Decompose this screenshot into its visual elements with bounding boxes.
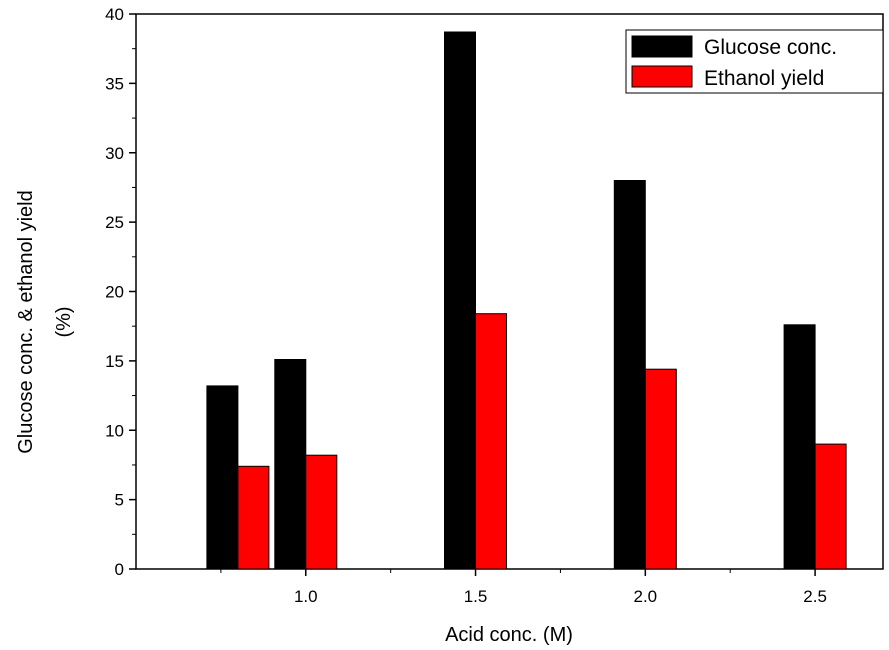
legend-swatch-glucose [631, 35, 693, 58]
x-tick-label: 1.5 [464, 587, 488, 606]
y-tick-label: 40 [105, 5, 124, 24]
legend-label-ethanol: Ethanol yield [704, 67, 824, 90]
y-tick-label: 20 [105, 283, 124, 302]
bar-ethanol-3 [644, 368, 677, 570]
y-tick-label: 0 [115, 560, 124, 579]
bar-glucose-3 [613, 180, 646, 570]
y-axis-label-line-2: (%) [53, 306, 75, 337]
legend: Glucose conc. Ethanol yield [625, 29, 884, 94]
y-tick-label: 10 [105, 421, 124, 440]
x-tick-label: 2.5 [803, 587, 827, 606]
y-tick-label: 25 [105, 213, 124, 232]
bar-glucose-1 [274, 359, 307, 570]
legend-label-glucose: Glucose conc. [704, 36, 837, 59]
x-tick-label: 1.0 [294, 587, 318, 606]
bar-ethanol-4 [814, 443, 847, 570]
y-tick-label: 30 [105, 144, 124, 163]
x-axis-label: Acid conc. (M) [445, 624, 573, 646]
y-axis-ticks: 0 5 10 15 20 25 30 35 40 [105, 5, 136, 579]
bars [206, 31, 847, 570]
bar-glucose-2 [444, 31, 476, 570]
bar-glucose-0 [206, 385, 239, 570]
bar-ethanol-1 [305, 454, 338, 570]
bar-ethanol-2 [475, 313, 507, 570]
y-tick-label: 15 [105, 352, 124, 371]
x-axis-ticks: 1.0 1.5 2.0 2.5 [220, 569, 827, 606]
y-axis-label: Glucose conc. & ethanol yield (%) [15, 190, 75, 454]
x-tick-label: 2.0 [633, 587, 657, 606]
y-axis-label-line-1: Glucose conc. & ethanol yield [15, 190, 37, 454]
legend-swatch-ethanol [631, 65, 693, 88]
y-tick-label: 35 [105, 74, 124, 93]
y-tick-label: 5 [115, 491, 124, 510]
bar-glucose-4 [783, 324, 816, 570]
bar-ethanol-0 [237, 465, 270, 570]
